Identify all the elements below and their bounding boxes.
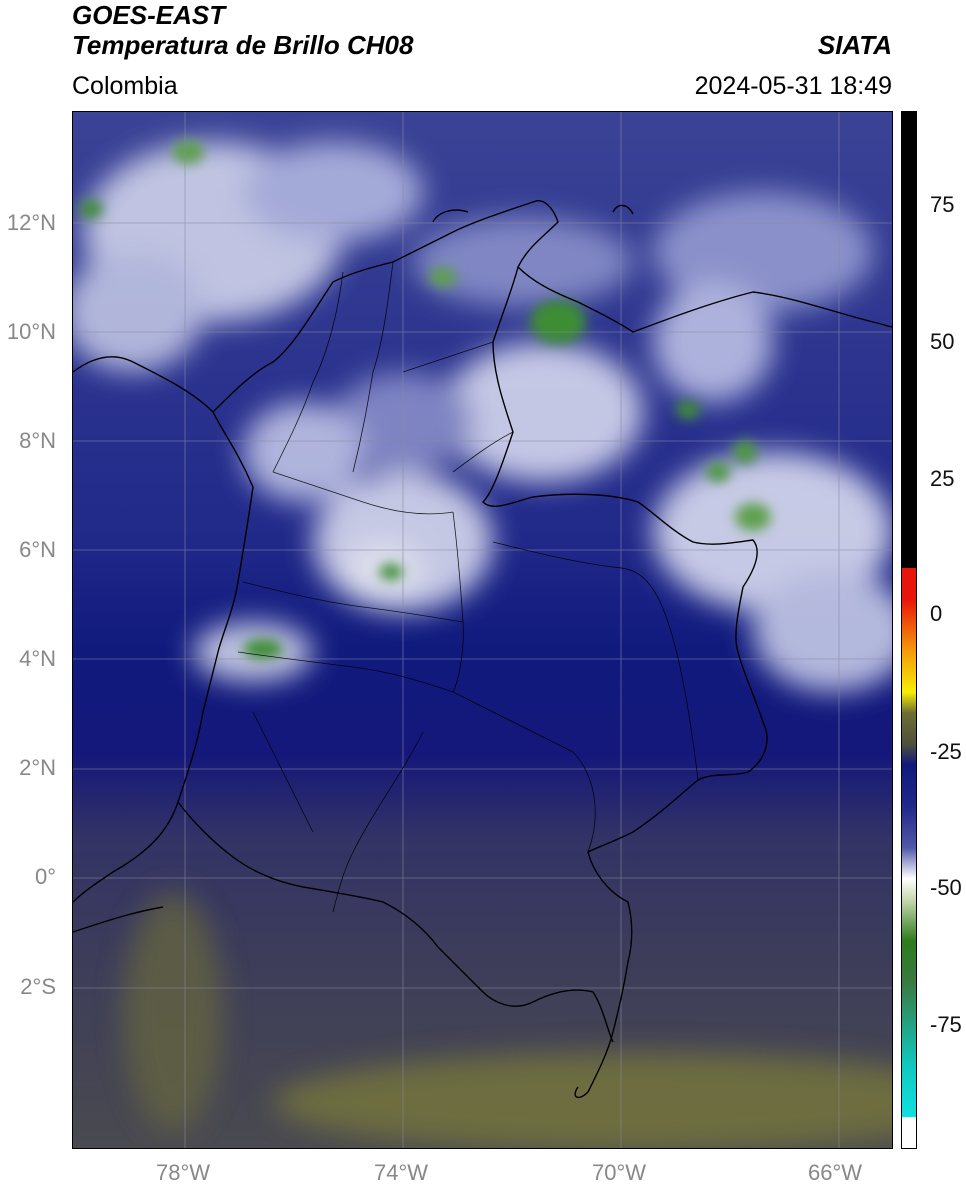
lon-tick-66w: 66°W xyxy=(808,1160,863,1185)
graticule xyxy=(73,112,892,1148)
satellite-map[interactable] xyxy=(72,111,893,1149)
colorbar-tick-neg75: -75 xyxy=(930,1012,962,1037)
lat-tick-4n: 4°N xyxy=(19,646,56,671)
lat-tick-12n: 12°N xyxy=(6,210,56,235)
lat-tick-0: 0° xyxy=(34,864,56,889)
satellite-title: GOES-EAST xyxy=(72,0,226,30)
colorbar-tick-neg25: -25 xyxy=(930,739,962,764)
colorbar-tick-0: 0 xyxy=(930,601,943,626)
lat-tick-8n: 8°N xyxy=(19,428,56,453)
convective-cells xyxy=(79,140,771,659)
lat-tick-2s: 2°S xyxy=(20,974,56,999)
lat-tick-6n: 6°N xyxy=(19,537,56,562)
product-title: Temperatura de Brillo CH08 xyxy=(72,30,414,60)
colorbar-tick-25: 25 xyxy=(930,466,955,491)
lon-tick-70w: 70°W xyxy=(592,1160,647,1185)
colorbar-tick-neg50: -50 xyxy=(930,875,962,900)
southern-haze xyxy=(123,892,892,1148)
lat-tick-2n: 2°N xyxy=(19,755,56,780)
colorbar-tick-75: 75 xyxy=(930,192,955,217)
country-borders xyxy=(73,200,892,1099)
datetime-label: 2024-05-31 18:49 xyxy=(694,72,892,100)
map-canvas xyxy=(73,112,892,1148)
lon-tick-78w: 78°W xyxy=(156,1160,211,1185)
cloud-fields xyxy=(73,142,892,692)
colorbar xyxy=(901,111,917,1149)
department-borders xyxy=(237,261,699,913)
lon-tick-74w: 74°W xyxy=(374,1160,429,1185)
lat-tick-10n: 10°N xyxy=(6,319,56,344)
colorbar-tick-50: 50 xyxy=(930,329,955,354)
region-label: Colombia xyxy=(72,72,178,100)
brand-label: SIATA xyxy=(817,30,892,60)
